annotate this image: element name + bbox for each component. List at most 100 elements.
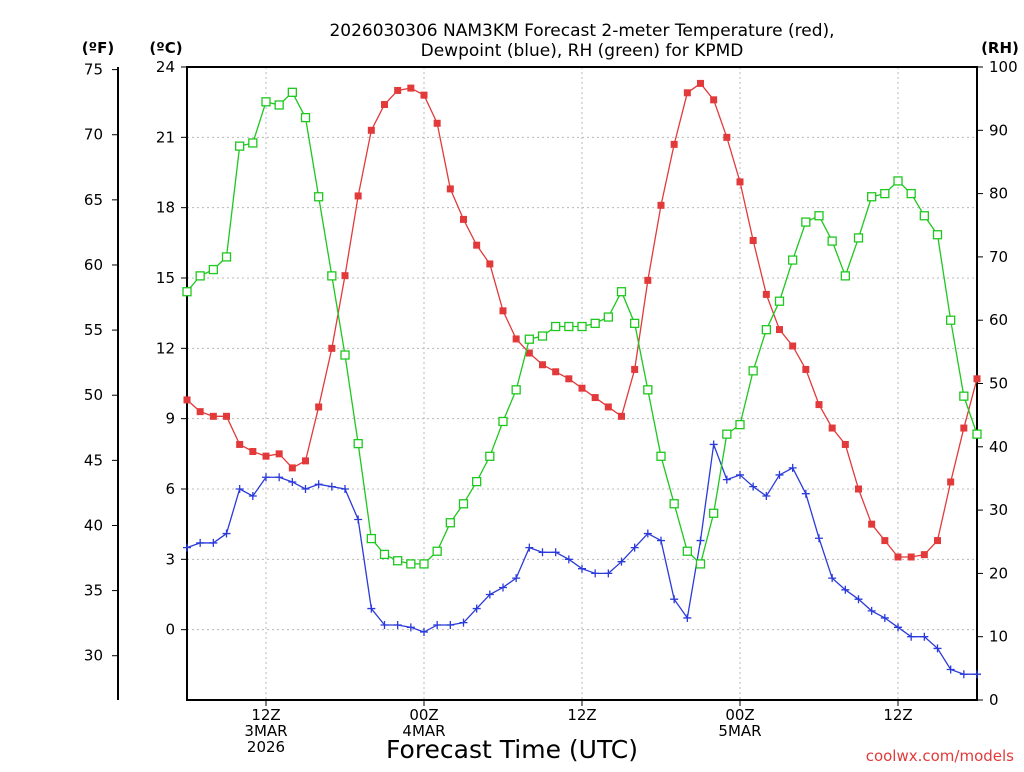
fahrenheit-tick-label: 65 xyxy=(84,191,103,209)
dewpoint-point xyxy=(630,543,639,552)
celsius-tick-label: 0 xyxy=(165,621,175,639)
dewpoint-point xyxy=(472,604,481,613)
celsius-tick-label: 18 xyxy=(156,199,175,217)
dewpoint-point xyxy=(801,489,810,498)
chart-title-line-1: 2026030306 NAM3KM Forecast 2-meter Tempe… xyxy=(329,21,834,41)
rh-point xyxy=(630,318,640,329)
dewpoint-point xyxy=(920,632,929,641)
dewpoint-point xyxy=(841,585,850,594)
fahrenheit-tick-label: 60 xyxy=(84,256,103,274)
dewpoint-point xyxy=(380,620,389,629)
2-meter-temperature-point xyxy=(223,412,230,420)
2-meter-temperature-point xyxy=(407,84,415,92)
2-meter-temperature-point xyxy=(894,553,902,561)
2-meter-temperature-point xyxy=(302,457,309,465)
rh-unit-label: (RH) xyxy=(981,39,1019,57)
rh-tick-label: 0 xyxy=(989,691,999,709)
rh-point xyxy=(853,233,864,243)
rh-point xyxy=(735,419,745,430)
rh-point xyxy=(406,559,416,569)
rh-point xyxy=(419,559,429,569)
rh-point xyxy=(932,230,943,240)
x-tick-label: 12Z xyxy=(567,706,596,724)
rh-point xyxy=(340,350,350,360)
2-meter-temperature-point xyxy=(710,96,718,104)
rh-point xyxy=(774,296,785,306)
dewpoint-point xyxy=(828,574,837,583)
rh-point xyxy=(722,429,732,439)
dewpoint-point xyxy=(657,536,665,545)
rh-point xyxy=(959,391,969,401)
rh-point xyxy=(577,321,587,332)
rh-point xyxy=(511,385,521,395)
2-meter-temperature-point xyxy=(973,375,981,383)
dewpoint-point xyxy=(762,492,771,501)
2-meter-temperature-point xyxy=(539,361,546,369)
dewpoint-point xyxy=(183,543,191,552)
2-meter-temperature-point xyxy=(525,349,533,357)
dewpoint-point xyxy=(367,604,376,613)
chart-title-line-2: Dewpoint (blue), RH (green) for KPMD xyxy=(421,41,744,61)
dewpoint-point xyxy=(525,543,534,552)
dewpoint-point xyxy=(196,538,205,547)
dewpoint-point xyxy=(683,613,692,622)
fahrenheit-unit-label: (ºF) xyxy=(82,39,114,57)
rh-point xyxy=(814,211,824,221)
dewpoint-point xyxy=(327,482,336,491)
rh-point xyxy=(867,192,877,202)
2-meter-temperature-point xyxy=(855,485,862,493)
dewpoint-point xyxy=(499,583,507,592)
rh-point xyxy=(880,188,890,199)
dewpoint-point xyxy=(788,463,797,472)
rh-tick-label: 50 xyxy=(989,375,1008,393)
dewpoint-point xyxy=(867,606,876,615)
2-meter-temperature-point xyxy=(920,551,928,559)
fahrenheit-tick-label: 50 xyxy=(84,386,103,404)
dewpoint-point xyxy=(485,590,494,599)
rh-point xyxy=(445,518,455,528)
dewpoint-point xyxy=(301,485,310,493)
celsius-unit-label: (ºC) xyxy=(149,39,182,57)
celsius-tick-label: 9 xyxy=(165,410,175,428)
rh-point xyxy=(393,556,403,566)
rh-point xyxy=(946,315,956,325)
x-tick-label: 2026 xyxy=(247,738,285,756)
dewpoint-point xyxy=(420,628,428,637)
rh-point xyxy=(195,271,205,281)
dewpoint-point xyxy=(854,595,863,604)
rh-point xyxy=(603,312,613,322)
rh-point xyxy=(498,416,508,427)
rh-tick-label: 30 xyxy=(989,501,1008,519)
rh-point xyxy=(695,559,706,569)
dewpoint-point xyxy=(446,620,455,629)
2-meter-temperature-point xyxy=(236,440,244,448)
rh-tick-label: 10 xyxy=(989,628,1008,646)
2-meter-temperature-point xyxy=(644,276,652,284)
rh-point xyxy=(314,192,324,202)
rh-point xyxy=(827,236,837,246)
fahrenheit-tick-label: 75 xyxy=(84,61,103,79)
dewpoint-point xyxy=(946,665,955,674)
rh-point xyxy=(208,264,218,275)
dewpoint-point xyxy=(749,482,758,491)
2-meter-temperature-point xyxy=(473,241,481,249)
x-tick-label: 12Z xyxy=(251,706,280,724)
2-meter-temperature-point xyxy=(262,452,270,460)
rh-point xyxy=(432,546,442,556)
2-meter-temperature-point xyxy=(736,178,744,186)
dewpoint-point xyxy=(894,623,902,632)
x-tick-label: 3MAR xyxy=(244,722,287,740)
dewpoint-point xyxy=(288,477,297,486)
dewpoint-point xyxy=(248,492,257,501)
dewpoint-point xyxy=(512,574,521,583)
rh-point xyxy=(287,87,297,97)
2-meter-temperature-point xyxy=(670,140,678,148)
2-meter-temperature-point xyxy=(341,272,349,280)
2-meter-temperature-point xyxy=(499,307,507,315)
2-meter-temperature-point xyxy=(433,119,441,127)
celsius-tick-label: 6 xyxy=(165,480,175,498)
2-meter-temperature-point xyxy=(249,447,257,455)
celsius-tick-label: 3 xyxy=(165,550,175,568)
rh-point xyxy=(919,211,929,221)
dewpoint-point xyxy=(538,548,547,557)
